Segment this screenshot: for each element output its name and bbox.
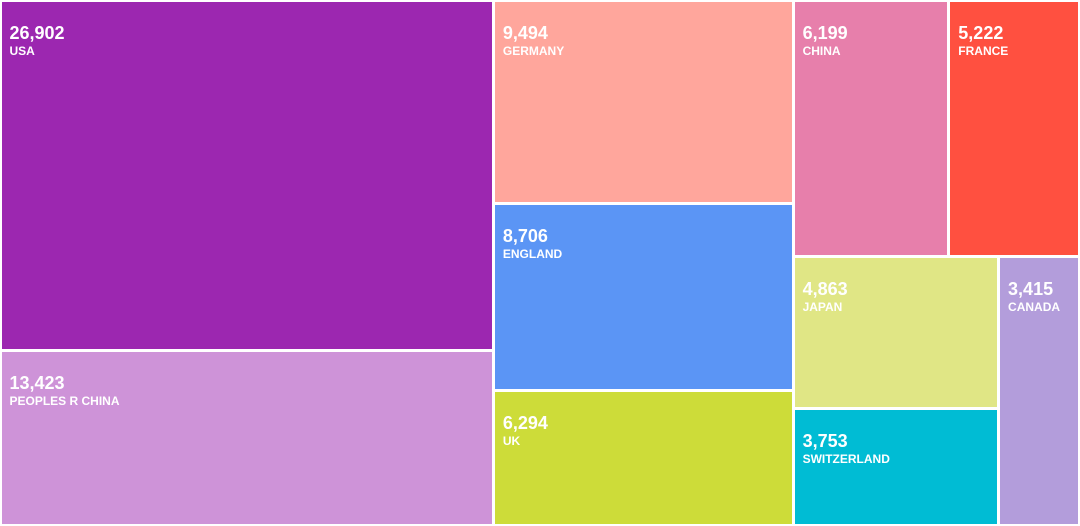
treemap-tile-china[interactable]: 6,199 CHINA [794,1,948,255]
tile-label: CANADA [1008,299,1061,314]
tile-value: 26,902 [9,22,65,43]
tile-label: CHINA [802,43,841,58]
tile-value: 5,222 [958,22,1004,43]
treemap-tile-france[interactable]: 5,222 FRANCE [950,1,1079,255]
tile-label: PEOPLES R CHINA [9,394,120,409]
treemap-tile-canada[interactable]: 3,415 CANADA [1000,257,1079,525]
treemap-tile-usa[interactable]: 26,902 USA [1,1,492,350]
treemap-tile-peoples-r-china[interactable]: 13,423 PEOPLES R CHINA [1,352,492,525]
treemap-tile-uk[interactable]: 6,294 UK [494,392,792,525]
treemap-tile-germany[interactable]: 9,494 GERMANY [494,1,792,203]
tile-value: 13,423 [9,373,65,394]
tile-label: ENGLAND [502,247,563,262]
tile-label: USA [9,43,35,58]
tile-value: 8,706 [502,226,548,247]
tile-value: 3,753 [802,430,848,451]
tile-value: 4,863 [802,278,848,299]
tile-value: 6,294 [502,413,548,434]
tile-label: SWITZERLAND [802,451,890,466]
tile-label: UK [502,434,521,449]
tile-value: 6,199 [802,22,848,43]
tile-label: GERMANY [502,43,565,58]
tile-label: JAPAN [802,299,843,314]
tile-label: FRANCE [958,43,1009,58]
treemap-tile-england[interactable]: 8,706 ENGLAND [494,205,792,390]
treemap-tile-japan[interactable]: 4,863 JAPAN [794,257,998,407]
tile-value: 3,415 [1008,278,1054,299]
treemap-tile-switzerland[interactable]: 3,753 SWITZERLAND [794,409,998,525]
tile-value: 9,494 [502,22,548,43]
